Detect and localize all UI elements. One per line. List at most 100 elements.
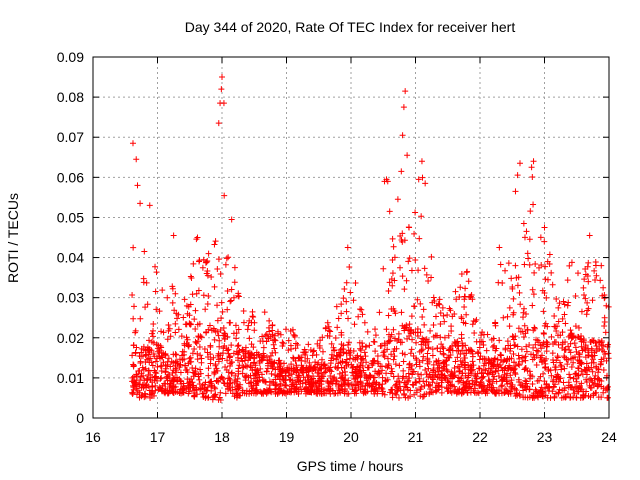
data-point: [197, 386, 204, 393]
data-point: [561, 311, 568, 318]
data-point: [506, 362, 513, 369]
data-point: [414, 296, 421, 303]
data-point: [401, 351, 408, 358]
data-point: [301, 349, 308, 356]
data-point: [319, 334, 326, 341]
data-point: [316, 344, 323, 351]
data-point: [204, 258, 211, 265]
data-point: [338, 345, 345, 352]
data-point: [433, 387, 440, 394]
x-tick-label: 20: [343, 429, 359, 445]
data-point: [593, 363, 600, 370]
data-point: [521, 305, 528, 312]
data-point: [529, 380, 536, 387]
data-point: [262, 332, 269, 339]
data-point: [219, 355, 226, 362]
data-point: [225, 254, 232, 261]
data-point: [194, 234, 201, 241]
data-point: [399, 273, 406, 280]
data-point: [400, 367, 407, 374]
data-point: [308, 376, 315, 383]
data-point: [351, 382, 358, 389]
data-point: [453, 390, 460, 397]
data-point: [583, 371, 590, 378]
data-point: [246, 317, 253, 324]
data-point: [215, 378, 222, 385]
data-point: [537, 373, 544, 380]
data-point: [425, 345, 432, 352]
x-tick-label: 21: [408, 429, 424, 445]
data-point: [395, 330, 402, 337]
data-point: [211, 336, 218, 343]
data-point: [601, 319, 608, 326]
data-point: [517, 328, 524, 335]
data-point: [527, 372, 534, 379]
data-point: [163, 365, 170, 372]
data-point: [276, 360, 283, 367]
data-point: [233, 335, 240, 342]
data-point: [226, 384, 233, 391]
data-point: [531, 325, 538, 332]
data-point: [492, 347, 499, 354]
data-point: [227, 298, 234, 305]
data-point: [170, 359, 177, 366]
data-point: [459, 370, 466, 377]
data-point: [421, 265, 428, 272]
data-point: [131, 303, 138, 310]
data-point: [511, 359, 518, 366]
data-point: [601, 323, 608, 330]
data-point: [589, 368, 596, 375]
data-point: [510, 367, 517, 374]
data-point: [538, 345, 545, 352]
data-point: [304, 355, 311, 362]
data-point: [469, 377, 476, 384]
data-point: [265, 335, 272, 342]
data-point: [240, 319, 247, 326]
data-point: [331, 346, 338, 353]
data-point: [516, 289, 523, 296]
data-point: [548, 269, 555, 276]
data-point: [533, 361, 540, 368]
data-point: [194, 356, 201, 363]
data-point: [181, 296, 188, 303]
data-point: [573, 378, 580, 385]
data-point: [406, 224, 413, 231]
data-point: [338, 310, 345, 317]
data-point: [133, 156, 140, 163]
data-point: [318, 361, 325, 368]
data-point: [498, 357, 505, 364]
data-point: [421, 382, 428, 389]
data-point: [477, 379, 484, 386]
data-point: [140, 372, 147, 379]
data-point: [482, 356, 489, 363]
data-point: [321, 369, 328, 376]
data-point: [435, 360, 442, 367]
data-point: [546, 383, 553, 390]
data-point: [540, 330, 547, 337]
y-axis-ticks: 0 0.01 0.02 0.03 0.04 0.05 0.06 0.07 0.08 0.09: [57, 49, 609, 426]
data-point: [431, 297, 438, 304]
data-point: [395, 385, 402, 392]
data-point: [405, 258, 412, 265]
data-point: [263, 368, 270, 375]
data-point: [172, 365, 179, 372]
data-point: [325, 323, 332, 330]
data-point: [465, 278, 472, 285]
data-point: [433, 357, 440, 364]
data-point: [357, 353, 364, 360]
data-point: [425, 381, 432, 388]
data-point: [277, 388, 284, 395]
data-point: [345, 347, 352, 354]
data-point: [145, 367, 152, 374]
data-point: [269, 321, 276, 328]
data-point: [598, 339, 605, 346]
data-point: [475, 365, 482, 372]
data-point: [399, 322, 406, 329]
data-point: [305, 341, 312, 348]
data-point: [435, 382, 442, 389]
data-point: [472, 378, 479, 385]
data-point: [214, 317, 221, 324]
data-point: [189, 291, 196, 298]
data-point: [485, 371, 492, 378]
data-point: [443, 366, 450, 373]
